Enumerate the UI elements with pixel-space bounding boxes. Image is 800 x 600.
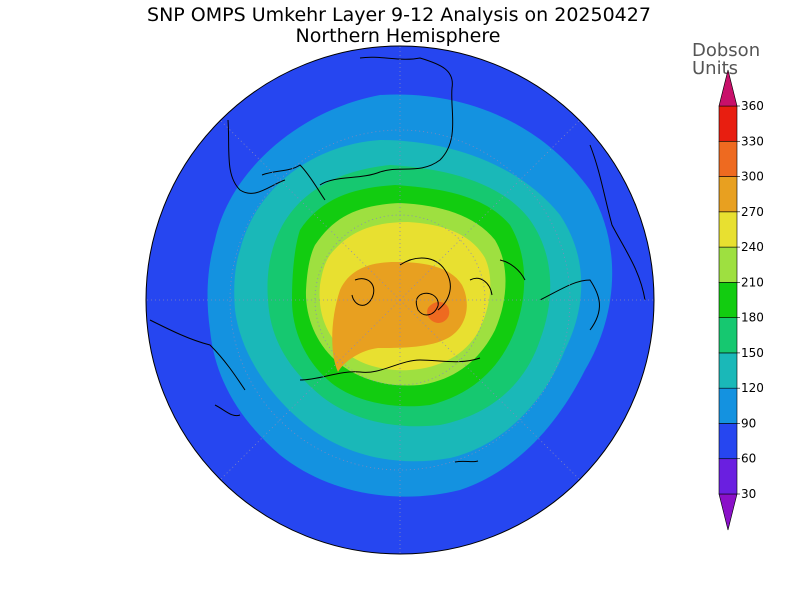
legend-label-120: 120: [741, 381, 764, 395]
map-title: SNP OMPS Umkehr Layer 9-12 Analysis on 2…: [147, 4, 651, 26]
legend-title: Dobson Units: [692, 42, 760, 78]
legend-label-240: 240: [741, 240, 764, 254]
legend-swatch-360: [718, 105, 738, 142]
legend-swatch-330: [718, 140, 738, 177]
legend-label-30: 30: [741, 487, 756, 501]
legend-label-90: 90: [741, 416, 756, 430]
legend-title-line2: Units: [692, 58, 739, 79]
legend-label-300: 300: [741, 170, 764, 184]
ozone-band-300: [332, 262, 467, 372]
legend-label-150: 150: [741, 346, 764, 360]
legend-swatch-90: [718, 423, 738, 460]
legend-swatch-180: [718, 317, 738, 354]
legend-label-270: 270: [741, 205, 764, 219]
legend-swatch-150: [718, 352, 738, 389]
legend-title-line1: Dobson: [692, 40, 761, 61]
legend-label-180: 180: [741, 311, 764, 325]
legend-swatches: [718, 69, 738, 531]
legend-swatch-120: [718, 387, 738, 424]
legend-swatch-210: [718, 282, 738, 318]
legend-swatch-240: [718, 246, 738, 283]
map-border: [145, 45, 655, 555]
land-outlines: [149, 56, 646, 463]
legend-swatch-60: [718, 458, 738, 495]
graticule: [146, 46, 654, 554]
ozone-band-330: [427, 301, 450, 323]
map-subtitle: Northern Hemisphere: [295, 25, 501, 47]
legend-label-210: 210: [741, 275, 764, 289]
legend-swatch-300: [718, 176, 738, 213]
legend-labels: 30 60 90 120 150 180 210 240 270 300 330 360: [737, 99, 764, 501]
legend-above-triangle: [718, 69, 738, 107]
legend-label-330: 330: [741, 134, 764, 148]
legend-label-60: 60: [741, 452, 756, 466]
legend-below-triangle: [718, 493, 738, 531]
legend-label-360: 360: [741, 99, 764, 113]
legend-swatch-270: [718, 211, 738, 248]
